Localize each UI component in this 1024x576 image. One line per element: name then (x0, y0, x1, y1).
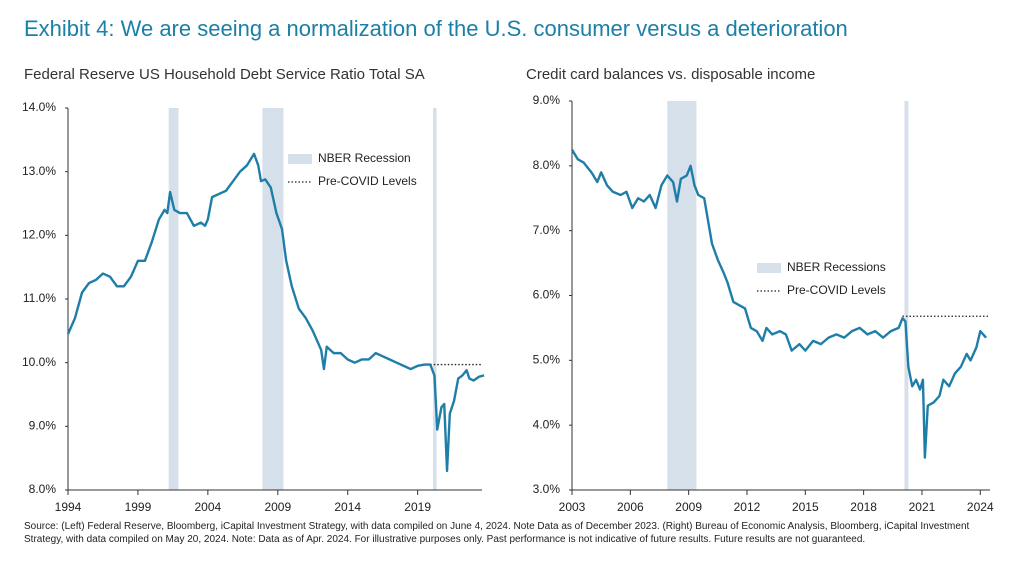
x-tick-label: 2009 (675, 500, 702, 514)
x-tick-label: 1999 (125, 500, 152, 514)
y-tick-label: 12.0% (22, 228, 56, 242)
legend-swatch (757, 263, 781, 273)
y-tick-label: 9.0% (533, 93, 561, 107)
x-tick-label: 2004 (195, 500, 222, 514)
x-tick-label: 2006 (617, 500, 644, 514)
y-tick-label: 6.0% (533, 288, 561, 302)
charts: Federal Reserve US Household Debt Servic… (22, 66, 994, 514)
x-tick-label: 2009 (264, 500, 291, 514)
y-tick-label: 13.0% (22, 164, 56, 178)
legend-label: NBER Recession (318, 151, 411, 165)
recession-band (667, 101, 697, 490)
y-tick-label: 8.0% (29, 482, 57, 496)
y-tick-label: 11.0% (23, 291, 56, 305)
x-tick-label: 2024 (967, 500, 994, 514)
y-tick-label: 10.0% (22, 355, 56, 369)
x-tick-label: 2015 (792, 500, 819, 514)
legend-label: Pre-COVID Levels (787, 283, 886, 297)
x-tick-label: 2003 (559, 500, 586, 514)
legend-label: Pre-COVID Levels (318, 174, 417, 188)
y-tick-label: 7.0% (533, 223, 561, 237)
x-tick-label: 2021 (909, 500, 936, 514)
recession-band (904, 101, 909, 490)
x-tick-label: 2018 (850, 500, 877, 514)
y-tick-label: 9.0% (29, 419, 57, 433)
y-tick-label: 3.0% (533, 482, 561, 496)
chart-subtitle: Credit card balances vs. disposable inco… (526, 66, 815, 83)
x-tick-label: 2012 (734, 500, 761, 514)
legend-swatch (288, 154, 312, 164)
x-tick-label: 1994 (55, 500, 82, 514)
x-tick-label: 2019 (404, 500, 431, 514)
y-tick-label: 4.0% (533, 417, 561, 431)
y-tick-label: 14.0% (22, 100, 56, 114)
legend-label: NBER Recessions (787, 260, 886, 274)
source-note: Source: (Left) Federal Reserve, Bloomber… (24, 521, 970, 545)
recession-band (433, 108, 437, 490)
y-tick-label: 5.0% (533, 353, 561, 367)
y-tick-label: 8.0% (533, 158, 561, 172)
recession-band (262, 108, 284, 490)
chart-subtitle: Federal Reserve US Household Debt Servic… (24, 66, 425, 83)
recession-band (168, 108, 179, 490)
x-tick-label: 2014 (334, 500, 361, 514)
data-line (570, 149, 988, 459)
page-title: Exhibit 4: We are seeing a normalization… (24, 16, 848, 41)
data-line (66, 152, 485, 473)
